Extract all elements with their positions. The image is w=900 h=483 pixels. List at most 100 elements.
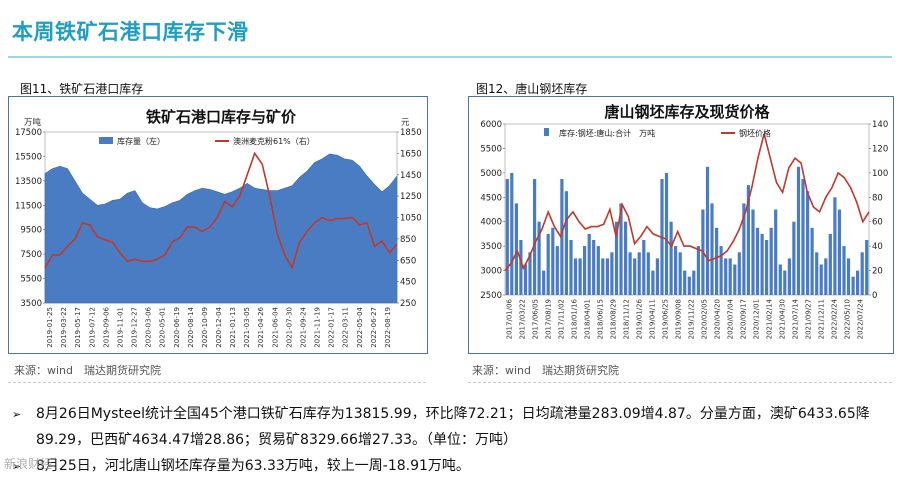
x-tick-label: 2018/01/16	[571, 298, 579, 339]
bar	[865, 240, 869, 295]
y2-tick-label: 1250	[400, 192, 422, 202]
bullet-item: ➢ 8月26日Mysteel统计全国45个港口铁矿石库存为13815.99，环比降…	[12, 404, 870, 425]
bar	[787, 258, 791, 295]
bar	[851, 276, 855, 295]
bar	[778, 264, 782, 295]
x-tick-label: 2019/01/26	[636, 298, 644, 339]
bullet-text: 8月25日，河北唐山钢坯库存量为63.33万吨，较上一周-18.91万吨。	[36, 458, 470, 474]
bar	[510, 172, 514, 295]
bar	[678, 252, 682, 296]
x-tick-label: 2018/11/12	[623, 299, 631, 339]
y2-tick-label: 1050	[400, 214, 422, 224]
bar	[528, 252, 532, 296]
bar	[724, 258, 728, 295]
figure-label-right: 图12、唐山钢坯库存	[476, 82, 588, 96]
bar	[783, 270, 787, 295]
x-tick-label: 2020-12-04	[215, 306, 223, 347]
watermark: 新浪财经	[4, 457, 53, 471]
legend-swatch-bar	[544, 128, 549, 136]
bar	[842, 246, 846, 295]
bar	[601, 258, 605, 295]
bar	[801, 179, 805, 295]
x-tick-label: 2019/11/22	[688, 299, 696, 339]
bar	[655, 258, 659, 295]
chart-title: 铁矿石港口库存与矿价	[146, 108, 297, 126]
y2-tick-label: 1850	[400, 128, 422, 138]
figure-label-left: 图11、铁矿石港口库存	[20, 82, 144, 96]
y2-tick-label: 40	[872, 242, 883, 252]
bar	[837, 209, 841, 295]
bar	[742, 203, 746, 295]
x-tick-label: 2022-05-04	[356, 306, 364, 347]
x-tick-label: 2020-08-14	[187, 306, 195, 347]
x-tick-label: 2021/07/14	[792, 298, 800, 339]
bar	[564, 191, 568, 295]
y-tick-label: 7500	[20, 250, 42, 260]
y2-tick-label: 1650	[400, 149, 422, 159]
bar	[760, 233, 764, 295]
x-tick-label: 2017/11/02	[558, 299, 566, 339]
x-tick-label: 2022/05/10	[844, 299, 852, 339]
y2-tick-label: 850	[400, 235, 416, 245]
x-tick-label: 2017/08/19	[545, 299, 553, 339]
bar	[710, 203, 714, 295]
y2-tick-label: 650	[400, 256, 416, 266]
legend-label: 库存量（左）	[117, 136, 165, 146]
bar	[542, 270, 546, 295]
y2-tick-label: 0	[872, 291, 877, 301]
x-tick-label: 2017/01/06	[506, 298, 514, 339]
chart-billet: 唐山钢坯库存及现货价格 2500 3000 3500 4000 4500 5000 5500 6…	[480, 103, 888, 339]
x-tick-label: 2021-04-26	[257, 306, 265, 347]
page-title: 本周铁矿石港口库存下滑	[12, 20, 249, 44]
x-tick-label: 2022-08-19	[384, 307, 392, 348]
bar	[519, 240, 523, 295]
bar	[619, 203, 623, 295]
bar	[514, 203, 518, 295]
bar	[815, 252, 819, 296]
x-tick-label: 2019-11-01	[116, 307, 124, 348]
x-tick-label: 2020/02/05	[701, 299, 709, 339]
bar	[796, 166, 801, 296]
bar	[505, 179, 509, 295]
bar	[769, 227, 773, 295]
legend-label: 钢坯价格	[739, 128, 771, 138]
y2-tick-label: 100	[872, 169, 888, 179]
x-tick-label: 2021/09/27	[805, 299, 813, 339]
bar	[833, 197, 837, 295]
bar	[669, 221, 673, 295]
bar	[746, 185, 750, 295]
x-tick-label: 2019/04/11	[649, 299, 657, 339]
x-tick-label: 2021-09-24	[299, 306, 307, 347]
y2-tick-label: 450	[400, 278, 416, 288]
y-tick-label: 4500	[480, 193, 502, 203]
bar	[683, 270, 687, 295]
x-tick-label: 2019-07-12	[88, 307, 96, 348]
chart-panel-left: 铁矿石港口库存与矿价 3500 5500 7500 9500 11500 13500 1550…	[8, 96, 428, 354]
y-tick-label: 5500	[20, 275, 42, 285]
bar	[751, 209, 755, 295]
plot-area	[504, 123, 870, 296]
bar	[755, 227, 760, 295]
bar	[696, 246, 700, 295]
legend-swatch-area	[99, 137, 113, 144]
bar	[846, 258, 851, 295]
bar	[806, 191, 810, 295]
legend-label: 澳洲麦克粉61%（右）	[233, 136, 315, 146]
bar	[555, 246, 559, 295]
y2-tick-label: 250	[400, 299, 416, 309]
source-divider-right	[468, 382, 892, 383]
bar	[828, 233, 832, 295]
y-tick-label: 2500	[480, 291, 502, 301]
x-tick-label: 2021-01-13	[229, 307, 237, 348]
y-tick-label: 15500	[15, 152, 42, 162]
bullet-continuation: 89.29，巴西矿4634.47增28.86；贸易矿8329.66增27.33。…	[36, 432, 518, 448]
bar	[546, 233, 550, 295]
y2-tick-label: 120	[872, 144, 888, 154]
x-tick-label: 2019-01-25	[46, 307, 54, 348]
bar	[610, 252, 614, 296]
bar	[728, 258, 732, 295]
bar	[551, 227, 555, 295]
x-tick-label: 2022-06-27	[370, 307, 378, 348]
y-tick-label: 9500	[20, 226, 42, 236]
bar	[605, 258, 609, 295]
